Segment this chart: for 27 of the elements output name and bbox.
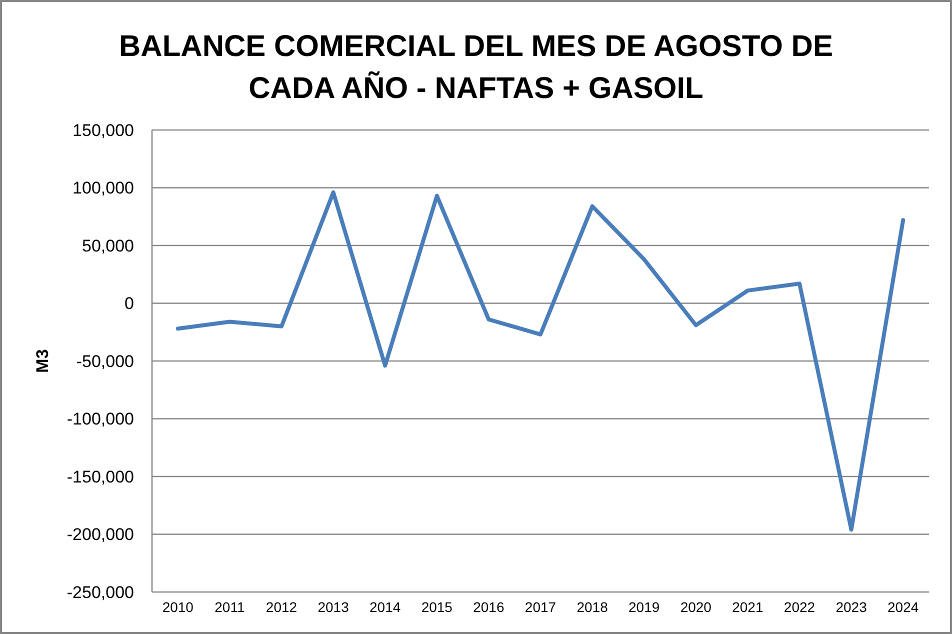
x-tick-label: 2020	[680, 599, 712, 615]
y-tick-label: -250,000	[66, 582, 134, 602]
y-tick-label: -200,000	[66, 525, 134, 544]
y-axis-title: M3	[33, 349, 52, 373]
x-tick-label: 2018	[576, 599, 608, 615]
y-tick-label: 100,000	[72, 178, 134, 198]
x-tick-label: 2010	[162, 599, 194, 615]
y-tick-label: -100,000	[66, 410, 134, 429]
x-tick-label: 2011	[214, 599, 245, 615]
x-tick-label: 2015	[421, 599, 453, 615]
chart-title: BALANCE COMERCIAL DEL MES DE AGOSTO DE CADA AÑO - NAFTAS + GASOIL	[119, 30, 833, 105]
x-tick-label: 2019	[628, 599, 660, 615]
x-tick-label: 2016	[473, 599, 504, 615]
x-tick-label: 2023	[836, 599, 868, 615]
x-tick-label: 2021	[732, 599, 764, 615]
y-tick-label: -150,000	[66, 467, 134, 486]
y-tick-label: -50,000	[76, 352, 134, 371]
x-tick-label: 2017	[524, 599, 556, 615]
y-tick-label: 0	[124, 294, 134, 314]
x-tick-label: 2013	[318, 599, 350, 615]
x-tick-label: 2012	[266, 599, 298, 615]
y-tick-label: 150,000	[72, 120, 134, 140]
x-tick-label: 2014	[370, 599, 401, 615]
y-tick-label: 50,000	[82, 236, 134, 256]
x-tick-label: 2024	[888, 599, 919, 615]
x-tick-label: 2022	[784, 599, 816, 615]
line-series	[176, 190, 906, 532]
